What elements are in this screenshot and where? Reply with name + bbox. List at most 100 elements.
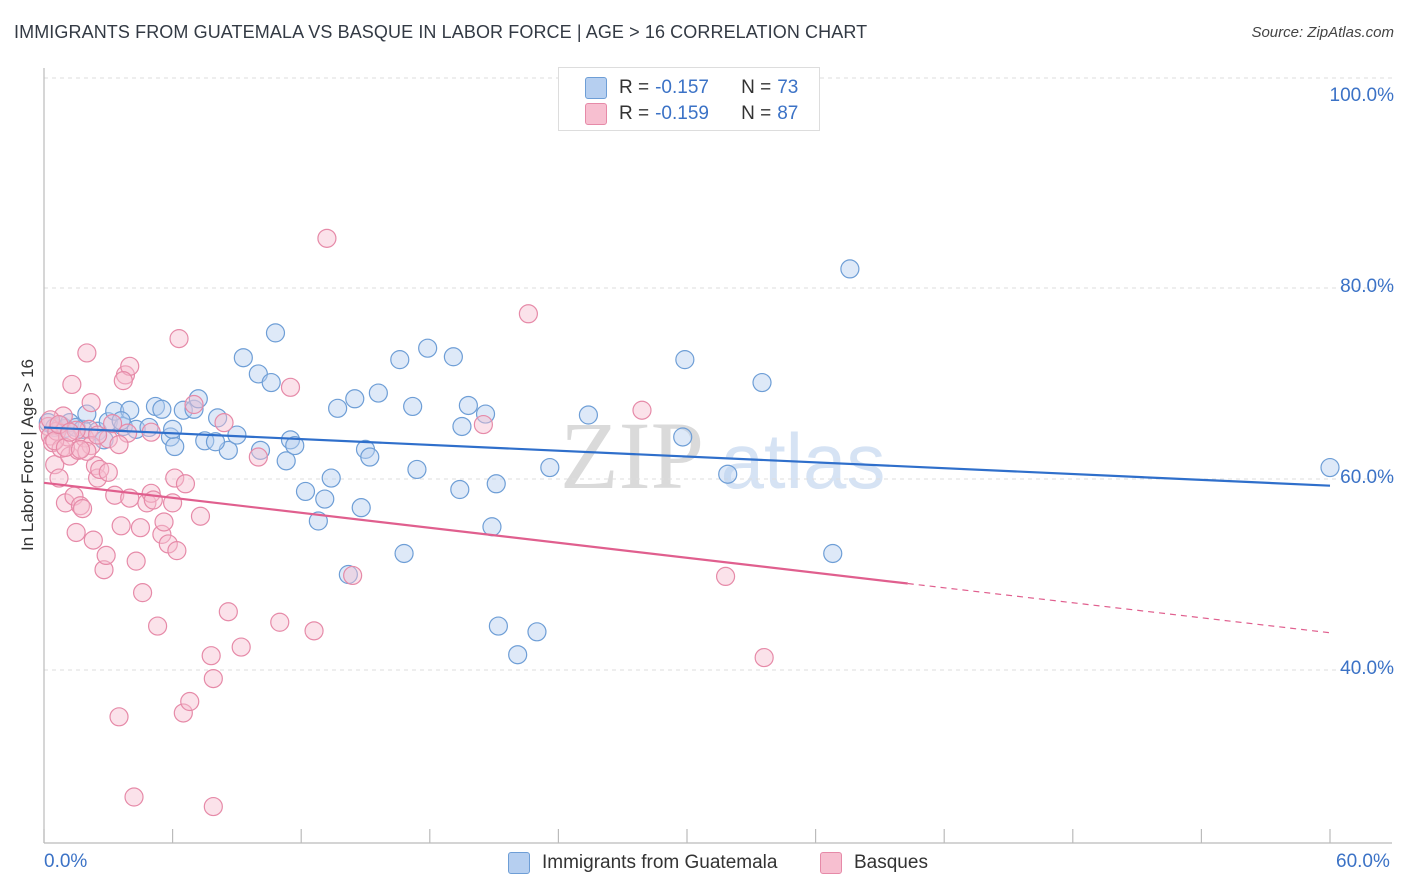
basques-point — [62, 374, 82, 395]
basques-point — [60, 422, 80, 442]
basques-point — [214, 413, 234, 433]
guatemala-point — [152, 399, 172, 419]
basques-point — [72, 499, 93, 519]
y-tick-label: 80.0% — [1340, 276, 1394, 297]
basques-point — [518, 304, 538, 324]
guatemala-point — [486, 474, 506, 494]
guatemala-point — [285, 435, 305, 456]
guatemala-point — [1320, 457, 1340, 478]
guatemala-point — [823, 543, 843, 564]
legend-item-guatemala[interactable]: Immigrants from Guatemala — [508, 852, 777, 874]
basques-point — [132, 583, 153, 603]
basques-point — [184, 394, 204, 415]
basques-point — [473, 414, 493, 435]
guatemala-point — [403, 396, 423, 417]
legend-swatch-pink — [585, 103, 607, 125]
legend-item-basques[interactable]: Basques — [820, 852, 928, 874]
basques-point — [147, 616, 168, 636]
basques-point — [190, 506, 211, 526]
basques-point — [83, 530, 103, 550]
guatemala-point — [450, 479, 470, 500]
stats-legend: R = -0.157 N = 73 R = -0.159 N = 87 — [558, 67, 820, 131]
data-points — [38, 228, 1340, 817]
guatemala-point — [840, 259, 860, 279]
legend-n-value: 73 — [777, 77, 799, 98]
basques-point — [124, 787, 144, 807]
basques-point — [109, 435, 129, 455]
legend-label-basques: Basques — [854, 852, 928, 873]
guatemala-point — [295, 481, 316, 502]
basques-point — [70, 439, 91, 459]
guatemala-point — [368, 383, 388, 403]
legend-row-guatemala: R = -0.157 N = 73 — [585, 76, 798, 100]
guatemala-point — [675, 350, 695, 370]
legend-swatch-blue — [508, 852, 530, 874]
chart-title: IMMIGRANTS FROM GUATEMALA VS BASQUE IN L… — [14, 22, 868, 42]
basques-point — [120, 356, 140, 376]
legend-swatch-blue — [585, 77, 607, 99]
guatemala-point — [308, 511, 328, 531]
basques-point — [143, 490, 163, 510]
trend-lines — [43, 426, 1331, 634]
guatemala-point — [233, 348, 253, 368]
guatemala-point — [443, 347, 463, 367]
guatemala-point — [321, 468, 341, 488]
legend-n-value: 87 — [777, 103, 799, 124]
y-tick-label: 40.0% — [1340, 658, 1394, 679]
guatemala-point — [165, 436, 185, 457]
guatemala-point — [418, 338, 438, 358]
guatemala-point — [345, 389, 365, 409]
basques-point — [70, 496, 91, 516]
basques-point — [96, 545, 116, 566]
basques-point — [248, 447, 268, 467]
basques-point — [109, 707, 129, 727]
basques-point — [343, 565, 363, 586]
pink-trend-extension — [907, 582, 1331, 634]
blue-trend-line — [43, 426, 1331, 487]
guatemala-point — [205, 432, 226, 452]
guatemala-point — [261, 372, 281, 393]
basques-point — [203, 668, 223, 689]
basques-point — [632, 400, 652, 420]
guatemala-point — [488, 616, 508, 636]
basques-point — [167, 541, 187, 561]
basques-point — [49, 468, 69, 488]
guatemala-point — [394, 543, 414, 564]
basques-point — [98, 462, 118, 482]
guatemala-point — [718, 464, 738, 484]
basques-point — [77, 343, 97, 363]
basques-point — [154, 512, 174, 532]
guatemala-point — [265, 323, 286, 343]
basques-point — [94, 560, 114, 580]
guatemala-point — [77, 404, 97, 424]
basques-point — [126, 551, 146, 571]
basques-point — [280, 377, 301, 397]
guatemala-point — [351, 498, 371, 518]
guatemala-point — [276, 451, 296, 471]
guatemala-point — [163, 419, 183, 439]
source-label: Source: ZipAtlas.com — [1251, 24, 1394, 41]
legend-r-label: R = — [619, 77, 650, 98]
legend-swatch-pink — [820, 852, 842, 874]
basques-point — [53, 406, 73, 426]
basques-point — [180, 691, 200, 712]
guatemala-point — [452, 416, 472, 437]
basques-point — [130, 518, 151, 538]
basques-point — [102, 414, 123, 434]
basques-point — [55, 437, 76, 458]
basques-point — [45, 431, 65, 451]
basques-point — [175, 474, 196, 494]
legend-r-value: -0.159 — [655, 103, 709, 124]
x-tick-label-max: 60.0% — [1336, 851, 1390, 872]
legend-row-basques: R = -0.159 N = 87 — [585, 102, 798, 126]
y-tick-label: 100.0% — [1329, 85, 1394, 106]
guatemala-point — [173, 400, 193, 420]
guatemala-point — [527, 622, 547, 642]
basques-point — [165, 468, 185, 488]
guatemala-point — [673, 427, 693, 447]
basques-point — [201, 646, 221, 666]
basques-point — [304, 621, 324, 641]
basques-point — [111, 516, 131, 536]
legend-n-label: N = — [741, 77, 772, 98]
